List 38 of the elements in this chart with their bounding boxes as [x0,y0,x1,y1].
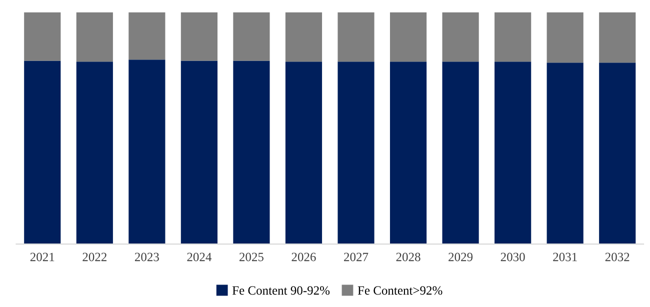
bar [338,62,374,244]
x-tick-label: 2030 [500,252,525,262]
bar [390,62,427,244]
bar [233,60,270,244]
bar [285,62,322,244]
legend-label: Fe Content 90-92% [232,286,330,295]
bar [338,12,374,62]
bar [233,12,270,61]
x-tick-label: 2031 [553,252,577,262]
x-tick-label: 2021 [30,252,54,262]
x-tick-label: 2027 [344,252,368,262]
bar [24,12,61,61]
bar [494,62,532,244]
bar [390,12,427,62]
bar [76,62,113,244]
bar [546,12,584,63]
bar [180,12,218,61]
bar [76,12,113,62]
x-tick-label: 2032 [605,252,630,262]
bar [494,12,532,62]
bar [442,12,479,62]
x-tick-label: 2022 [82,252,106,262]
bar [285,12,322,62]
x-tick-label: 2026 [292,252,316,262]
bar [546,62,584,244]
x-tick-label: 2029 [448,252,473,262]
x-tick-label: 2023 [134,252,159,262]
x-tick-label: 2028 [396,252,420,262]
x-tick-label: 2025 [240,252,264,262]
bar [599,12,636,63]
bar [180,60,218,244]
bar [128,60,166,244]
bar [24,60,61,244]
bar [442,62,479,244]
bar [599,62,636,244]
bar [128,12,166,60]
legend-label: Fe Content>92% [358,286,442,295]
x-tick-label: 2024 [187,252,212,262]
